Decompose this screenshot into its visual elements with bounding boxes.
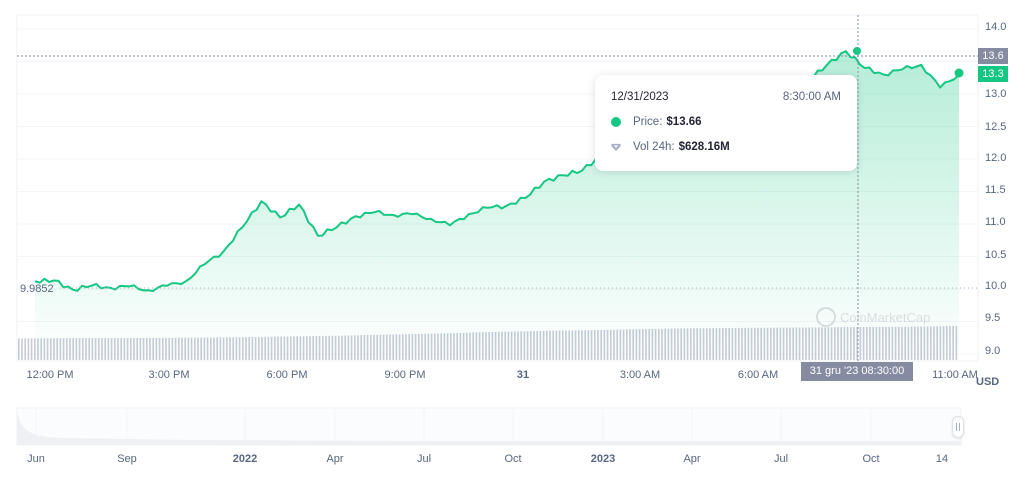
y-tick: 11.0 (985, 216, 1006, 228)
navigator-area (17, 412, 961, 445)
y-tick: 9.5 (985, 312, 1001, 324)
hover-point (853, 47, 861, 55)
watermark-text: CoinMarketCap (840, 309, 931, 325)
navigator-label: 14 (935, 453, 949, 465)
tooltip-price-value: $13.66 (666, 116, 702, 128)
tooltip-time: 8:30:00 AM (782, 91, 841, 103)
navigator-label: Oct (862, 453, 880, 465)
navigator-label: Sep (117, 453, 137, 465)
plot-frame (16, 14, 979, 362)
x-tick: 3:00 PM (148, 369, 190, 381)
x-tick: 6:00 AM (737, 369, 779, 381)
tooltip-date: 12/31/2023 (611, 91, 669, 103)
last-price-tag: 13.3 (978, 66, 1008, 82)
x-tick: 9:00 PM (384, 369, 426, 381)
navigator-label: Jul (416, 453, 432, 465)
x-tick: 3:00 AM (619, 369, 661, 381)
start-price-label: 9.9852 (20, 283, 54, 295)
navigator-label: Oct (504, 453, 522, 465)
navigator-label: 2022 (232, 453, 258, 465)
x-tick: 11:00 AM (932, 369, 978, 381)
y-tick: 12.0 (985, 152, 1007, 164)
navigator-drag-handle[interactable] (952, 416, 964, 438)
y-tick: 11.5 (985, 184, 1006, 196)
navigator-label: Jul (773, 453, 789, 465)
volume-shield-icon (611, 142, 621, 152)
tooltip-volume-label: Vol 24h: (633, 141, 675, 153)
y-tick: 13.0 (985, 88, 1007, 100)
x-tick: 6:00 PM (266, 369, 308, 381)
tooltip-volume-value: $628.16M (678, 141, 730, 153)
coinmarketcap-logo-icon (816, 307, 836, 327)
y-tick: 9.0 (985, 345, 1001, 357)
navigator-label: Apr (683, 453, 701, 465)
navigator-gridlines (35, 409, 872, 444)
y-tick: 10.5 (985, 249, 1007, 261)
tooltip-price-label: Price: (633, 116, 663, 128)
crosshair-time-tag: 31 gru '23 08:30:00 (801, 362, 913, 381)
navigator-label: Jun (27, 453, 45, 465)
currency-label: USD (976, 376, 1000, 388)
watermark: CoinMarketCap (816, 307, 930, 327)
price-dot-icon (611, 117, 621, 127)
navigator-label: Apr (326, 453, 344, 465)
y-tick: 14.0 (985, 21, 1007, 33)
y-tick: 12.5 (985, 121, 1007, 133)
crosshair-price-tag: 13.6 (978, 48, 1008, 64)
x-tick: 12:00 PM (26, 369, 74, 381)
navigator-label: 2023 (590, 453, 616, 465)
last-point (954, 68, 964, 78)
x-tick: 31 (516, 369, 530, 381)
y-tick: 10.0 (985, 280, 1007, 292)
chart-tooltip: 12/31/2023 8:30:00 AM Price: $13.66 Vol … (595, 75, 857, 171)
